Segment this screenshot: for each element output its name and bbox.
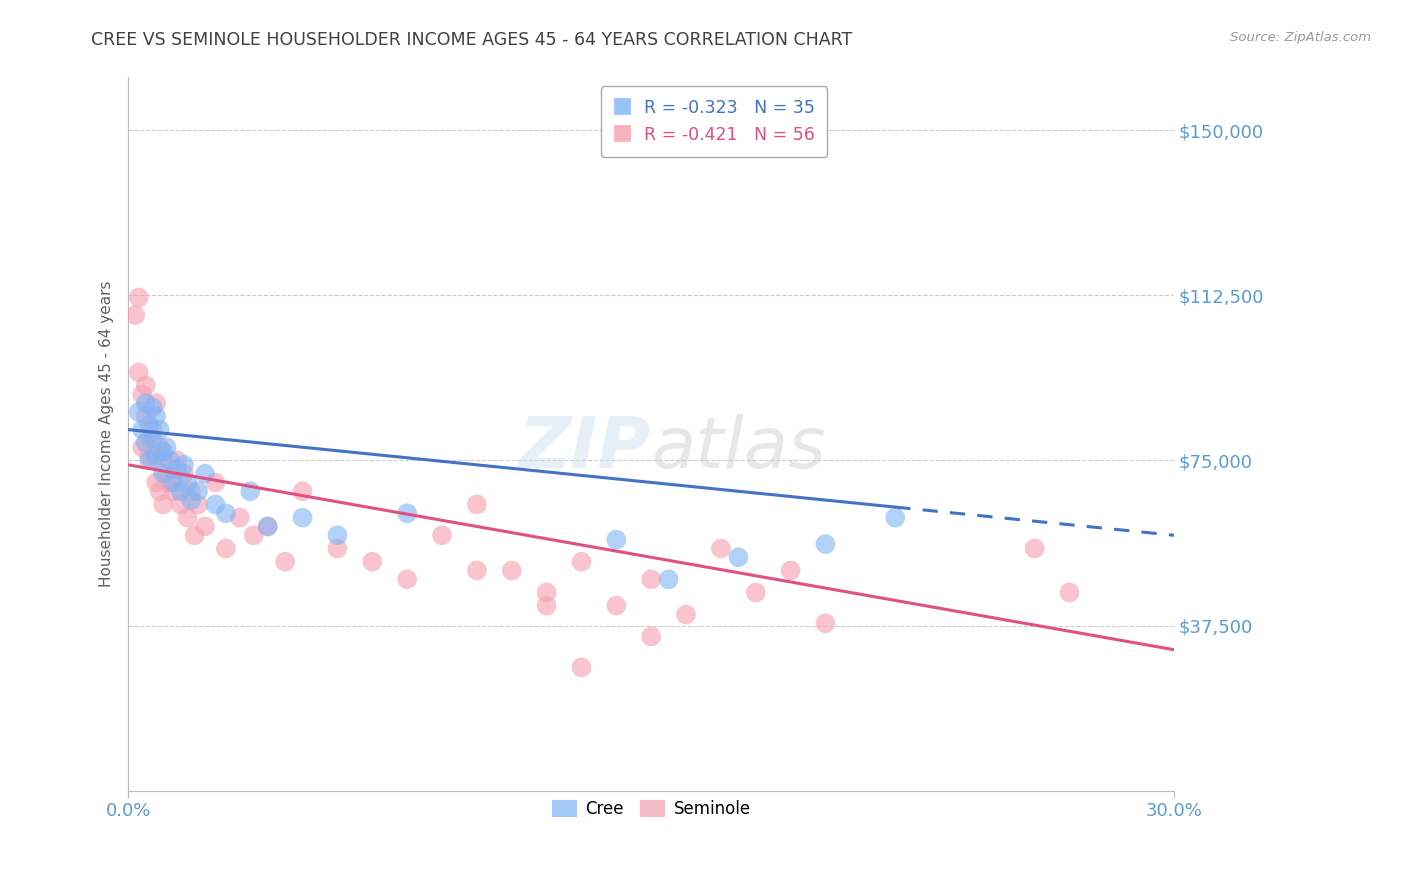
Point xyxy=(194,467,217,481)
Point xyxy=(326,528,349,542)
Point xyxy=(145,449,167,463)
Point xyxy=(180,493,202,508)
Point xyxy=(142,453,165,467)
Point xyxy=(128,405,150,419)
Point xyxy=(640,572,662,586)
Point xyxy=(166,453,188,467)
Point xyxy=(176,475,198,490)
Point xyxy=(396,572,419,586)
Point xyxy=(361,555,384,569)
Point xyxy=(159,475,181,490)
Point xyxy=(710,541,733,556)
Point xyxy=(145,396,167,410)
Point xyxy=(675,607,697,622)
Point xyxy=(173,458,195,472)
Text: Source: ZipAtlas.com: Source: ZipAtlas.com xyxy=(1230,31,1371,45)
Point xyxy=(779,564,801,578)
Point xyxy=(142,423,165,437)
Point xyxy=(155,440,177,454)
Point xyxy=(396,506,419,520)
Point xyxy=(152,467,174,481)
Point xyxy=(501,564,523,578)
Point xyxy=(291,510,314,524)
Point xyxy=(131,387,153,401)
Point xyxy=(135,409,157,424)
Point xyxy=(152,444,174,458)
Point xyxy=(152,498,174,512)
Point xyxy=(536,599,558,613)
Point xyxy=(149,440,172,454)
Point xyxy=(152,449,174,463)
Point xyxy=(166,462,188,476)
Point xyxy=(215,541,238,556)
Point xyxy=(128,291,150,305)
Point xyxy=(204,498,226,512)
Point xyxy=(128,365,150,379)
Point xyxy=(187,498,209,512)
Point xyxy=(183,528,205,542)
Point xyxy=(131,423,153,437)
Point xyxy=(242,528,264,542)
Point xyxy=(135,396,157,410)
Text: ZIP: ZIP xyxy=(519,414,651,483)
Point xyxy=(605,599,627,613)
Point xyxy=(605,533,627,547)
Point xyxy=(138,432,160,446)
Point xyxy=(194,519,217,533)
Point xyxy=(159,453,181,467)
Point xyxy=(176,510,198,524)
Point xyxy=(571,555,593,569)
Point xyxy=(162,484,184,499)
Point xyxy=(155,467,177,481)
Point xyxy=(149,484,172,499)
Point xyxy=(884,510,907,524)
Point xyxy=(536,585,558,599)
Point xyxy=(173,467,195,481)
Y-axis label: Householder Income Ages 45 - 64 years: Householder Income Ages 45 - 64 years xyxy=(100,281,114,587)
Point xyxy=(131,440,153,454)
Point xyxy=(215,506,238,520)
Legend: Cree, Seminole: Cree, Seminole xyxy=(546,794,758,825)
Point xyxy=(145,475,167,490)
Text: CREE VS SEMINOLE HOUSEHOLDER INCOME AGES 45 - 64 YEARS CORRELATION CHART: CREE VS SEMINOLE HOUSEHOLDER INCOME AGES… xyxy=(91,31,852,49)
Point xyxy=(745,585,768,599)
Point xyxy=(187,484,209,499)
Point xyxy=(145,409,167,424)
Point xyxy=(256,519,278,533)
Point xyxy=(135,378,157,392)
Point xyxy=(138,418,160,433)
Point xyxy=(465,498,488,512)
Point xyxy=(138,453,160,467)
Point xyxy=(169,498,191,512)
Point xyxy=(138,449,160,463)
Point xyxy=(229,510,252,524)
Point xyxy=(814,537,837,551)
Point xyxy=(1024,541,1046,556)
Point xyxy=(1059,585,1081,599)
Point xyxy=(142,432,165,446)
Point xyxy=(571,660,593,674)
Point xyxy=(326,541,349,556)
Point xyxy=(430,528,453,542)
Point xyxy=(814,616,837,631)
Point xyxy=(727,550,749,565)
Point xyxy=(658,572,681,586)
Point xyxy=(291,484,314,499)
Text: atlas: atlas xyxy=(651,414,825,483)
Point xyxy=(640,630,662,644)
Point xyxy=(180,484,202,499)
Point xyxy=(142,401,165,415)
Point xyxy=(162,475,184,490)
Point xyxy=(124,308,146,322)
Point xyxy=(149,423,172,437)
Point xyxy=(274,555,297,569)
Point xyxy=(135,435,157,450)
Point xyxy=(204,475,226,490)
Point xyxy=(465,564,488,578)
Point xyxy=(256,519,278,533)
Point xyxy=(239,484,262,499)
Point xyxy=(169,484,191,499)
